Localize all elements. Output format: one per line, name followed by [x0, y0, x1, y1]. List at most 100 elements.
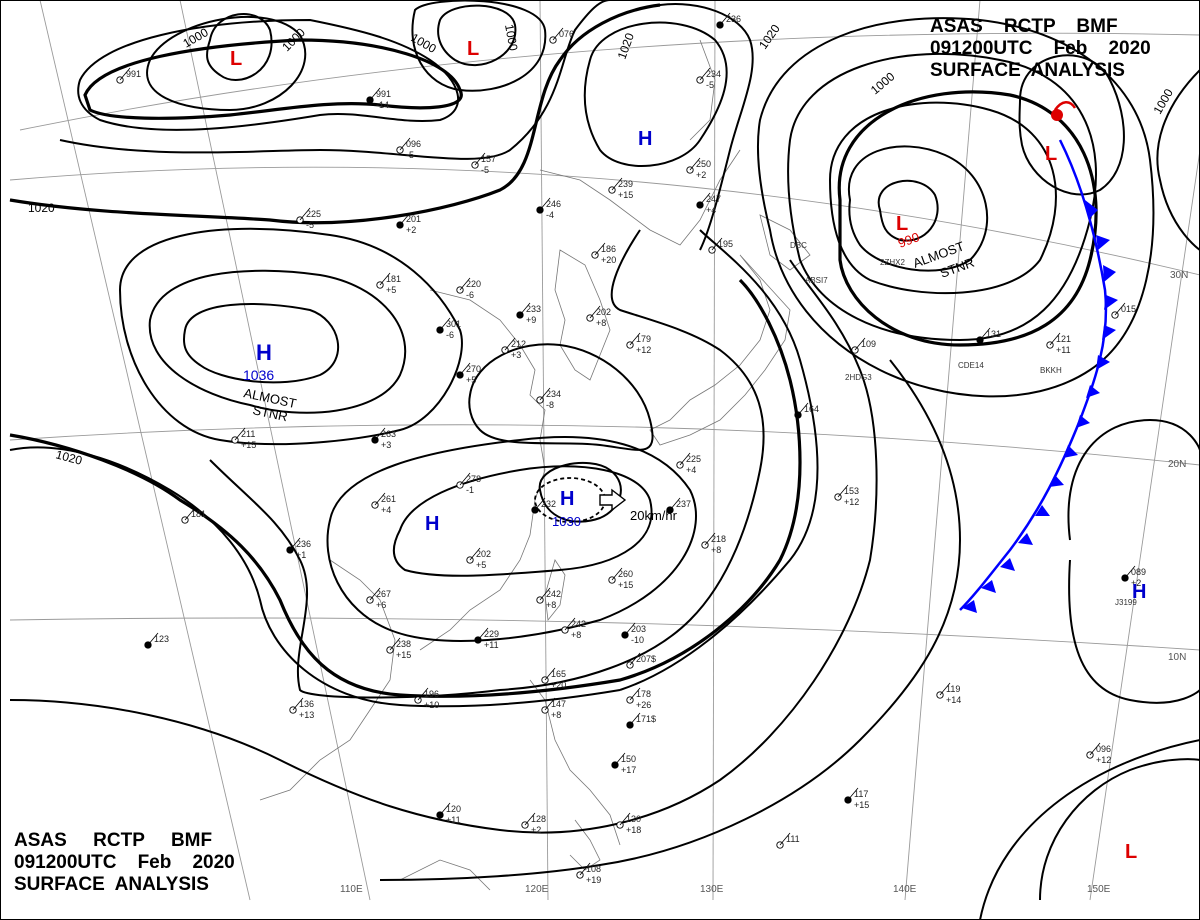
- station-pressure: 196: [424, 689, 439, 699]
- front-barb: [1049, 475, 1064, 487]
- station-tendency: -4: [546, 210, 554, 220]
- station-plot: 236: [716, 12, 741, 29]
- isobar-label-1020: 1020: [54, 447, 84, 468]
- wind-barb: [979, 327, 991, 341]
- front-barb: [1000, 558, 1015, 571]
- station-plot: 076: [549, 27, 574, 44]
- front-barb: [1018, 533, 1033, 545]
- wind-barb: [679, 452, 691, 466]
- wind-barb: [552, 27, 564, 41]
- station-plot: 232: [531, 497, 556, 514]
- station-pressure: 301: [446, 319, 461, 329]
- isobar-east-low-inner: [877, 179, 939, 242]
- wind-barb: [699, 67, 711, 81]
- station-pressure: 247: [706, 194, 721, 204]
- station-tendency: +9: [526, 315, 536, 325]
- station-plot: 263+3: [371, 427, 396, 450]
- coast-borneo: [399, 859, 491, 891]
- wind-barb: [624, 622, 636, 636]
- station-pressure: 195: [718, 239, 733, 249]
- isobar-east-low-2: [847, 145, 989, 272]
- station-pressure: 234: [546, 389, 561, 399]
- station-plot: 278-1: [456, 472, 481, 495]
- station-pressure: 242: [546, 589, 561, 599]
- station-pressure: 181: [191, 509, 206, 519]
- station-plot: 212+3: [501, 337, 526, 360]
- meridian-110e: [179, 0, 371, 901]
- high-1030-motion: [534, 477, 627, 523]
- station-pressure: 015: [1121, 304, 1136, 314]
- station-tendency: +20: [601, 255, 616, 265]
- station-plot: 202+8: [586, 305, 611, 328]
- station-tendency: +1: [296, 550, 306, 560]
- wind-barb: [234, 427, 246, 441]
- station-pressure: 239: [618, 179, 633, 189]
- wind-barb: [689, 157, 701, 171]
- station-tendency: +15: [396, 650, 411, 660]
- front-barb: [1085, 200, 1098, 218]
- station-plot: 201+2: [396, 212, 421, 235]
- station-tendency: +4: [686, 465, 696, 475]
- station-pressure: 131: [986, 329, 1001, 339]
- latitude-label: 30N: [1170, 270, 1188, 281]
- station-pressure: 157: [481, 154, 496, 164]
- station-plot: 164: [794, 402, 819, 419]
- header-line-2: 091200UTC Feb 2020: [930, 38, 1151, 59]
- station-tendency: -10: [631, 635, 644, 645]
- isobar-1028-a: [392, 465, 653, 577]
- station-pressure: 171$: [636, 714, 656, 724]
- coast-china-east: [419, 289, 546, 651]
- station-plot: 250+2: [686, 157, 711, 180]
- station-plot: 211+15: [231, 427, 256, 450]
- isobar-lower-right: [979, 739, 1200, 920]
- station-tendency: +17: [621, 765, 636, 775]
- longitude-label: 140E: [893, 884, 917, 895]
- isobar-1000-east-major: [837, 90, 1098, 347]
- station-pressure: 270: [466, 364, 481, 374]
- station-plot: 270+5: [456, 362, 481, 385]
- wind-barb: [459, 277, 471, 291]
- station-pressure: 111: [786, 834, 800, 844]
- station-plot: 207$: [626, 652, 656, 669]
- station-tendency: +2: [1131, 578, 1141, 588]
- station-plot: 128+2: [521, 812, 546, 835]
- station-pressure: 120: [446, 804, 461, 814]
- wind-barb: [389, 637, 401, 651]
- occluded-front-line: [1053, 101, 1077, 111]
- wind-barb: [504, 337, 516, 351]
- front-barb: [1076, 415, 1090, 428]
- station-pressure: 117: [854, 789, 868, 799]
- station-plot: 108+19: [576, 862, 601, 885]
- low-marker: L: [1045, 143, 1057, 165]
- wind-barb: [417, 687, 429, 701]
- station-tendency: +13: [299, 710, 314, 720]
- wind-barb: [704, 532, 716, 546]
- isobar-nw-low-mid: [146, 15, 307, 112]
- station-plot: 121+11: [1046, 332, 1071, 355]
- station-pressure: 121: [1056, 334, 1071, 344]
- isobar-1000-nw-major: [83, 38, 463, 120]
- isobar-east-low-4: [787, 53, 1097, 342]
- wind-barb: [399, 212, 411, 226]
- wind-barb: [524, 812, 536, 826]
- station-plot: 237: [666, 497, 691, 514]
- wind-barb: [477, 627, 489, 641]
- station-tendency: +2: [531, 825, 541, 835]
- station-id: ABSI7: [805, 276, 828, 285]
- map-header: ASAS RCTP BMF 091200UTC Feb 2020 SURFACE…: [930, 16, 1151, 82]
- station-pressure: 179: [636, 334, 651, 344]
- station-tendency: +11: [446, 815, 461, 825]
- coast-indochina: [259, 559, 396, 801]
- station-tendency: +8: [551, 710, 561, 720]
- footer-line-2: 091200UTC Feb 2020: [14, 852, 235, 873]
- station-plot: 234-8: [536, 387, 561, 410]
- graticule: [9, 0, 1200, 901]
- wind-barb: [439, 802, 451, 816]
- high-note: STNR: [251, 402, 289, 424]
- station-pressure: 237: [676, 499, 691, 509]
- station-pressure: 242: [571, 619, 586, 629]
- station-tendency: -5: [706, 80, 714, 90]
- station-pressure: 278: [466, 474, 481, 484]
- high-pressure-value: 1036: [243, 367, 274, 383]
- isobar-label-1020: 1020: [28, 201, 55, 215]
